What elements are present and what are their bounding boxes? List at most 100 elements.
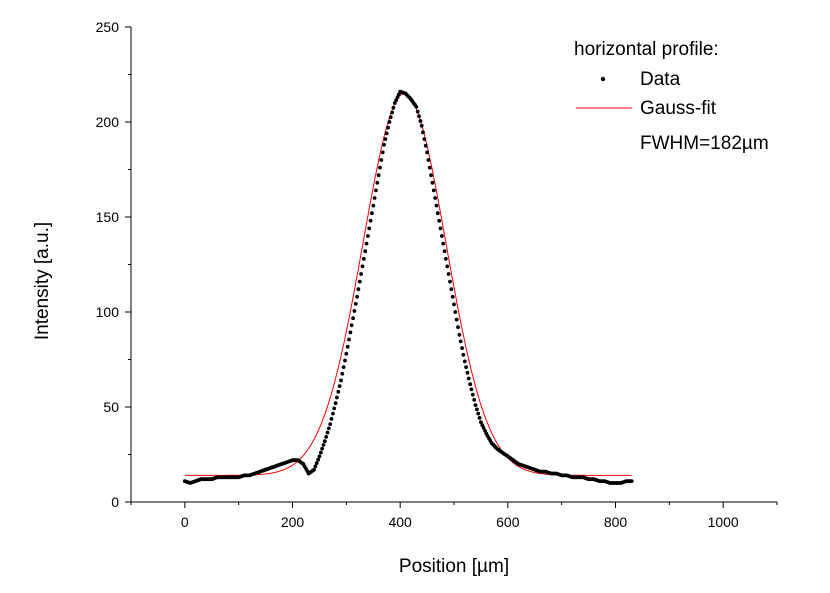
data-point [364,241,369,246]
data-point [388,115,393,120]
data-point [425,150,429,155]
data-point [376,173,381,178]
data-point [317,454,322,459]
data-point [380,150,385,155]
data-point [333,401,338,406]
axes: 0 200 400 600 800 1000 0 50 100 150 200 250 [96,19,778,530]
data-point [351,316,355,321]
data-point [469,387,474,392]
data-point [444,256,448,261]
data-point [322,439,327,444]
data-point [395,95,400,100]
legend-data-marker [600,76,606,82]
data-point [418,119,423,123]
data-point [320,446,324,451]
data-point [386,125,390,130]
data-point [426,158,431,162]
legend-data-label: Data [640,69,681,90]
data-point [422,137,427,142]
data-point [423,143,428,148]
data-point [434,203,439,208]
y-tick-label: 150 [96,209,120,225]
data-point [326,426,331,431]
data-point [448,279,452,284]
y-tick-label: 250 [96,19,120,35]
data-point [473,403,478,407]
data-point [464,365,468,369]
data-point [363,249,368,254]
data-point [453,310,458,314]
data-point [347,337,351,342]
data-point [378,165,382,170]
data-point [360,264,365,269]
data-point [465,370,470,375]
data-point [470,392,475,397]
data-point [438,226,443,231]
data-point [361,256,366,261]
data-point [368,218,373,223]
data-point [419,123,424,128]
data-point [466,376,471,381]
data-point [450,294,455,299]
data-point [414,104,419,109]
data-point [468,382,473,387]
y-tick-label: 100 [96,304,120,320]
data-point [355,294,359,299]
gauss-fit-line [184,92,632,476]
data-point [391,105,396,110]
data-point [429,173,433,178]
data-point [460,346,464,350]
y-tick-label: 50 [103,399,119,415]
data-point [371,203,376,208]
data-point [328,422,333,426]
data-point [452,302,456,307]
data-point [440,234,444,238]
y-axis-title: Intensity [a.u.] [32,222,53,340]
y-tick-label: 200 [96,114,120,130]
data-point [324,435,328,439]
data-point [441,241,446,246]
data-point [383,137,388,142]
data-point [457,332,462,337]
data-point [456,325,460,330]
data-point [430,180,435,185]
data-point [313,464,318,469]
data-point [325,430,330,435]
data-point [629,479,634,483]
data-point [344,351,349,356]
data-point [374,188,378,193]
data-point [314,461,319,465]
data-point [367,226,372,231]
data-points-layer [182,89,634,485]
x-tick-label: 800 [604,514,628,530]
data-point [318,450,323,455]
data-point [390,110,394,115]
data-point [329,417,334,421]
data-point [352,309,357,313]
data-point [372,196,377,200]
legend: horizontal profile: Data Gauss-fit FWHM=… [574,39,769,154]
data-point [477,416,482,420]
data-point [431,188,436,193]
data-point [339,378,343,383]
data-point [349,323,354,328]
data-point [442,249,447,254]
legend-gauss-label: Gauss-fit [640,98,717,119]
data-point [462,359,467,364]
data-point [445,264,450,269]
data-point [353,302,358,306]
data-point [316,457,320,462]
data-point [335,395,339,400]
data-point [394,98,398,103]
data-point [384,131,389,136]
data-point [449,287,454,292]
gauss-fit-layer [184,92,632,476]
data-point [343,358,347,363]
data-point [387,120,392,124]
data-point [475,407,479,412]
data-point [379,158,384,162]
data-point [348,330,353,335]
data-point [461,352,466,357]
data-point [359,272,363,276]
